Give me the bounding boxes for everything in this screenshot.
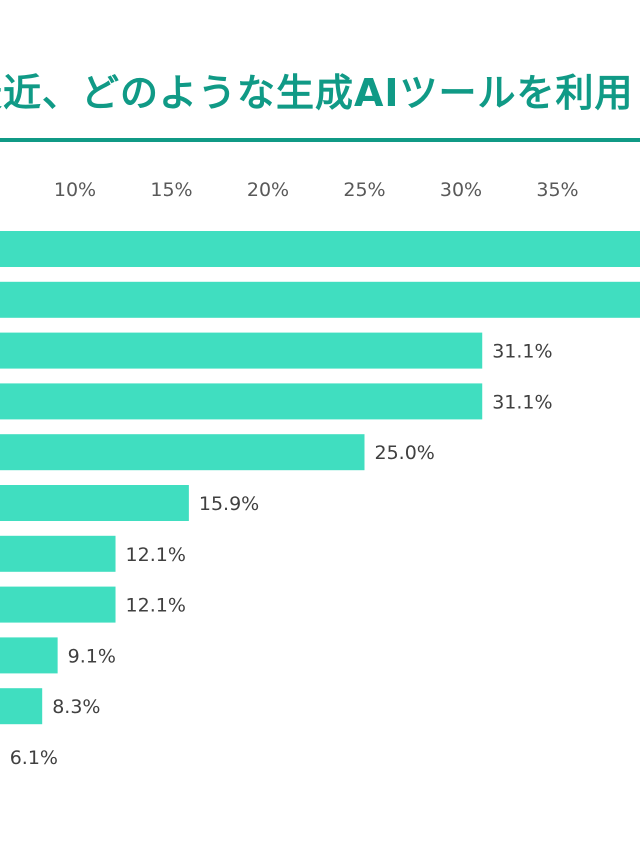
x-tick-label: 30% <box>440 179 482 201</box>
bar <box>0 485 189 521</box>
x-tick-label: 20% <box>247 179 289 201</box>
bar <box>0 231 640 267</box>
data-label: 25.0% <box>375 442 435 464</box>
data-label: 12.1% <box>126 544 186 566</box>
chart-title: 最近、どのような生成AIツールを利用して <box>0 71 640 115</box>
bar <box>0 637 58 674</box>
x-tick-label: 15% <box>150 179 192 201</box>
data-label: 31.1% <box>492 341 552 363</box>
x-tick-label: 10% <box>54 179 96 201</box>
data-label: 15.9% <box>199 493 259 515</box>
data-label: 31.1% <box>492 391 552 413</box>
x-tick-label: 25% <box>343 179 385 201</box>
bar <box>0 688 43 725</box>
data-label: 9.1% <box>68 645 116 667</box>
bar <box>0 281 640 318</box>
title-underline <box>0 138 640 142</box>
bar <box>0 586 116 623</box>
bar <box>0 535 116 572</box>
data-label: 12.1% <box>126 595 186 617</box>
bar <box>0 332 483 369</box>
x-tick-label: 35% <box>536 179 578 201</box>
data-label: 8.3% <box>52 696 100 718</box>
bar <box>0 383 483 420</box>
bar <box>0 434 365 471</box>
data-label: 6.1% <box>10 747 58 769</box>
